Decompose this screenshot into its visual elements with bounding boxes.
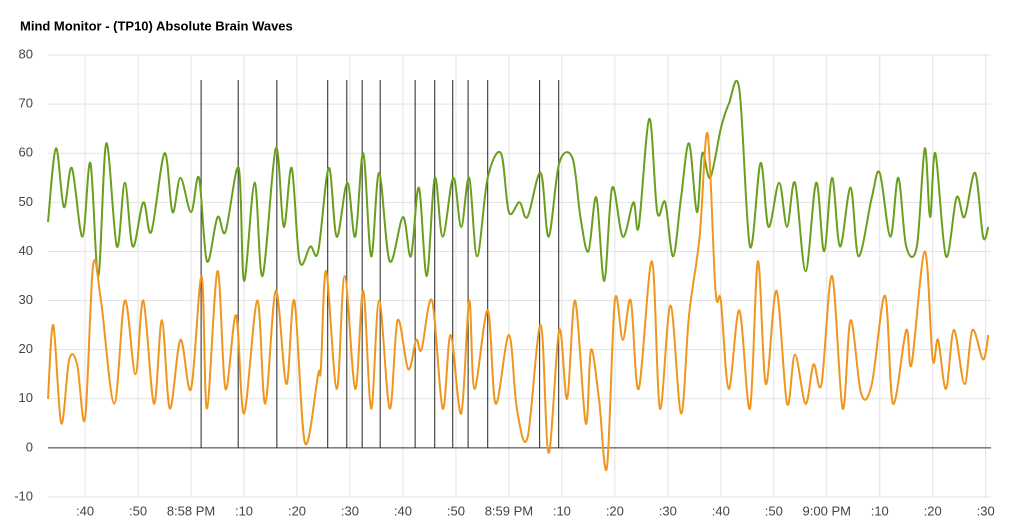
x-tick-label: :20 <box>288 503 306 518</box>
x-tick-label: :50 <box>447 503 465 518</box>
x-tick-label: :40 <box>712 503 730 518</box>
y-tick-label: 0 <box>26 439 33 454</box>
series-line <box>47 79 990 282</box>
x-tick-label: :10 <box>235 503 253 518</box>
y-tick-label: -10 <box>14 488 33 503</box>
x-tick-label: :30 <box>341 503 359 518</box>
x-tick-label: :50 <box>765 503 783 518</box>
chart-title: Mind Monitor - (TP10) Absolute Brain Wav… <box>20 18 293 33</box>
x-tick-label: :10 <box>553 503 571 518</box>
y-tick-label: 40 <box>19 243 33 258</box>
x-tick-label: :40 <box>76 503 94 518</box>
y-tick-label: 80 <box>19 46 33 61</box>
x-tick-label: :20 <box>606 503 624 518</box>
y-tick-label: 60 <box>19 145 33 160</box>
x-tick-label: :40 <box>394 503 412 518</box>
x-tick-label: :10 <box>871 503 889 518</box>
x-tick-label: :30 <box>977 503 995 518</box>
y-tick-label: 30 <box>19 292 33 307</box>
y-tick-label: 20 <box>19 341 33 356</box>
x-tick-label: 8:58 PM <box>167 503 215 518</box>
x-tick-label: :50 <box>129 503 147 518</box>
y-tick-label: 50 <box>19 194 33 209</box>
y-tick-label: 70 <box>19 96 33 111</box>
x-tick-label: :20 <box>924 503 942 518</box>
x-tick-label: :30 <box>659 503 677 518</box>
y-tick-label: 10 <box>19 390 33 405</box>
x-tick-label: 9:00 PM <box>803 503 851 518</box>
series-line <box>47 132 990 472</box>
x-tick-label: 8:59 PM <box>485 503 533 518</box>
